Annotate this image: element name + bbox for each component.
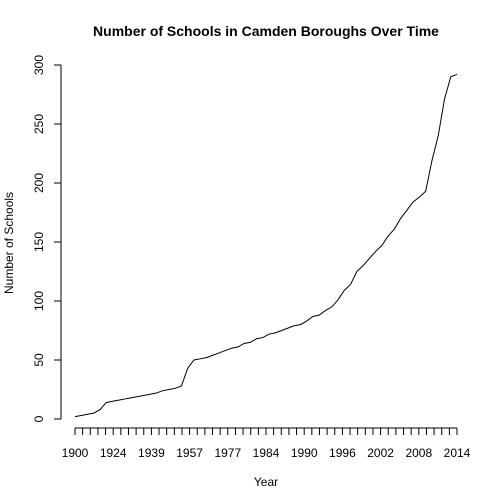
y-tick-label: 200 [32,173,46,193]
plot-area [74,73,458,418]
series-line [74,73,458,418]
y-tick-label: 50 [32,353,46,367]
y-tick-label: 0 [32,415,46,422]
y-tick-label: 300 [32,55,46,75]
x-tick-label: 1990 [291,446,318,460]
y-tick-label: 100 [32,291,46,311]
y-axis-label: Number of Schools [2,192,16,294]
x-tick-label: 1939 [138,446,165,460]
x-tick-label: 1977 [214,446,241,460]
x-tick-label: 2014 [444,446,471,460]
y-tick-label: 250 [32,114,46,134]
x-tick-label: 2002 [367,446,394,460]
x-tick-label: 1900 [62,446,89,460]
x-tick-label: 1957 [176,446,203,460]
x-tick-label: 1996 [329,446,356,460]
x-tick-label: 1924 [100,446,127,460]
x-tick-label: 2008 [405,446,432,460]
y-tick-label: 150 [32,232,46,252]
x-axis-label: Year [254,475,278,489]
chart-title: Number of Schools in Camden Boroughs Ove… [93,23,439,39]
y-axis: 0 50 100 150 200 250 300 [32,55,62,422]
x-tick-label: 1984 [253,446,280,460]
x-axis: 1900 1924 1939 1957 1977 1984 1990 1996 2002 2008… [62,427,471,460]
